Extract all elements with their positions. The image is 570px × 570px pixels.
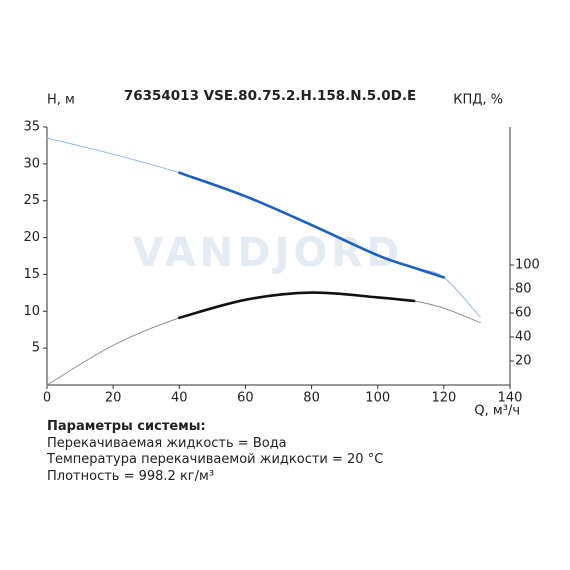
y2-tick-label: 60	[515, 306, 532, 321]
chart-title: 76354013 VSE.80.75.2.H.158.N.5.0D.E	[124, 88, 416, 104]
x-tick-label: 20	[105, 391, 122, 406]
x-tick-label: 60	[237, 391, 254, 406]
watermark: VANDJORD	[133, 230, 404, 276]
y-tick-label: 5	[32, 341, 40, 356]
info-block: Параметры системы: Перекачиваемая жидкос…	[47, 419, 383, 485]
y-tick-label: 35	[23, 120, 40, 135]
y2-tick-label: 80	[515, 282, 532, 297]
info-line: Температура перекачиваемой жидкости = 20…	[47, 452, 384, 467]
info-line: Перекачиваемая жидкость = Вода	[47, 435, 287, 451]
curve	[177, 291, 416, 320]
y2-tick-label: 100	[515, 258, 540, 273]
y-tick-label: 20	[23, 230, 40, 245]
info-heading: Параметры системы:	[47, 419, 206, 434]
curve	[177, 171, 446, 279]
x-tick-label: 100	[365, 391, 390, 406]
y2-axis-label: КПД, %	[453, 93, 503, 108]
x-tick-label: 140	[498, 391, 523, 406]
y-tick-label: 15	[23, 267, 40, 282]
x-tick-label: 0	[43, 391, 51, 406]
x-tick-label: 120	[431, 391, 456, 406]
x-tick-label: 80	[303, 391, 320, 406]
y-axis-label: Н, м	[47, 93, 75, 108]
y2-tick-label: 40	[515, 330, 532, 345]
x-axis-label: Q, м³/ч	[474, 404, 520, 419]
y-tick-label: 30	[23, 156, 40, 171]
x-tick-label: 40	[171, 391, 188, 406]
y-tick-label: 25	[23, 193, 40, 208]
info-line: Плотность = 998.2 кг/м³	[47, 468, 215, 484]
y-tick-label: 10	[23, 304, 40, 319]
y2-tick-label: 20	[515, 354, 532, 369]
curve	[46, 292, 481, 386]
curve	[46, 137, 481, 318]
